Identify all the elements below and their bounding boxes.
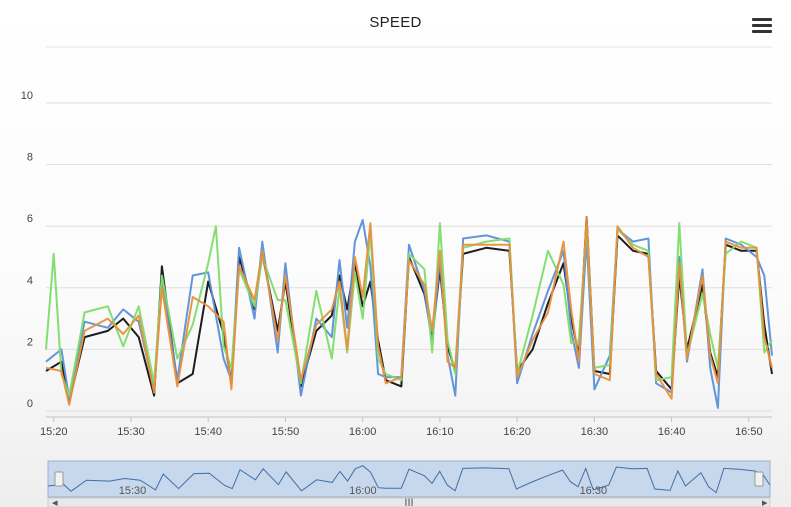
y-tick-label: 2 — [27, 336, 33, 348]
menu-bar — [752, 18, 772, 21]
navigator-label: 15:30 — [119, 485, 147, 497]
scroll-left-icon[interactable]: ◂ — [52, 497, 58, 507]
x-tick-label: 16:40 — [658, 426, 686, 438]
scroll-right-icon[interactable]: ▸ — [762, 497, 768, 507]
y-axis: 0 2 4 6 8 10 — [21, 90, 33, 410]
x-tick-label: 15:20 — [40, 426, 68, 438]
navigator-label: 16:00 — [349, 485, 377, 497]
x-tick-label: 16:50 — [735, 426, 763, 438]
series-layer — [45, 216, 773, 409]
x-axis: 15:20 15:30 15:40 15:50 16:00 16:10 16:20 16:30… — [40, 416, 772, 438]
y-tick-label: 6 — [27, 213, 33, 225]
navigator-range — [47, 460, 771, 498]
y-tick-label: 10 — [21, 90, 33, 102]
scrollbar-grip: III — [404, 497, 413, 507]
navigator-series-line — [47, 465, 771, 494]
x-tick-label: 16:00 — [349, 426, 377, 438]
chart-title: SPEED — [369, 14, 422, 31]
grid-layer — [46, 46, 772, 412]
y-tick-label: 4 — [27, 275, 33, 287]
hamburger-menu-icon[interactable] — [752, 18, 772, 36]
x-tick-label: 15:50 — [272, 426, 300, 438]
x-tick-label: 15:40 — [194, 426, 222, 438]
navigator-handle[interactable] — [54, 471, 64, 487]
navigator-scrollbar[interactable] — [47, 497, 771, 507]
y-tick-label: 8 — [27, 152, 33, 164]
series-line-3 — [45, 222, 773, 397]
navigator-handle[interactable] — [754, 471, 764, 487]
menu-bar — [752, 24, 772, 27]
navigator[interactable]: 15:30 16:00 16:30 ◂ ▸ III — [47, 460, 771, 507]
x-tick-label: 16:10 — [426, 426, 454, 438]
navigator-label: 16:30 — [580, 485, 608, 497]
x-tick-label: 16:30 — [581, 426, 609, 438]
series-line-4 — [45, 216, 773, 406]
x-tick-label: 16:20 — [503, 426, 531, 438]
menu-bar — [752, 30, 772, 33]
y-tick-label: 0 — [27, 398, 33, 410]
x-tick-label: 15:30 — [117, 426, 145, 438]
